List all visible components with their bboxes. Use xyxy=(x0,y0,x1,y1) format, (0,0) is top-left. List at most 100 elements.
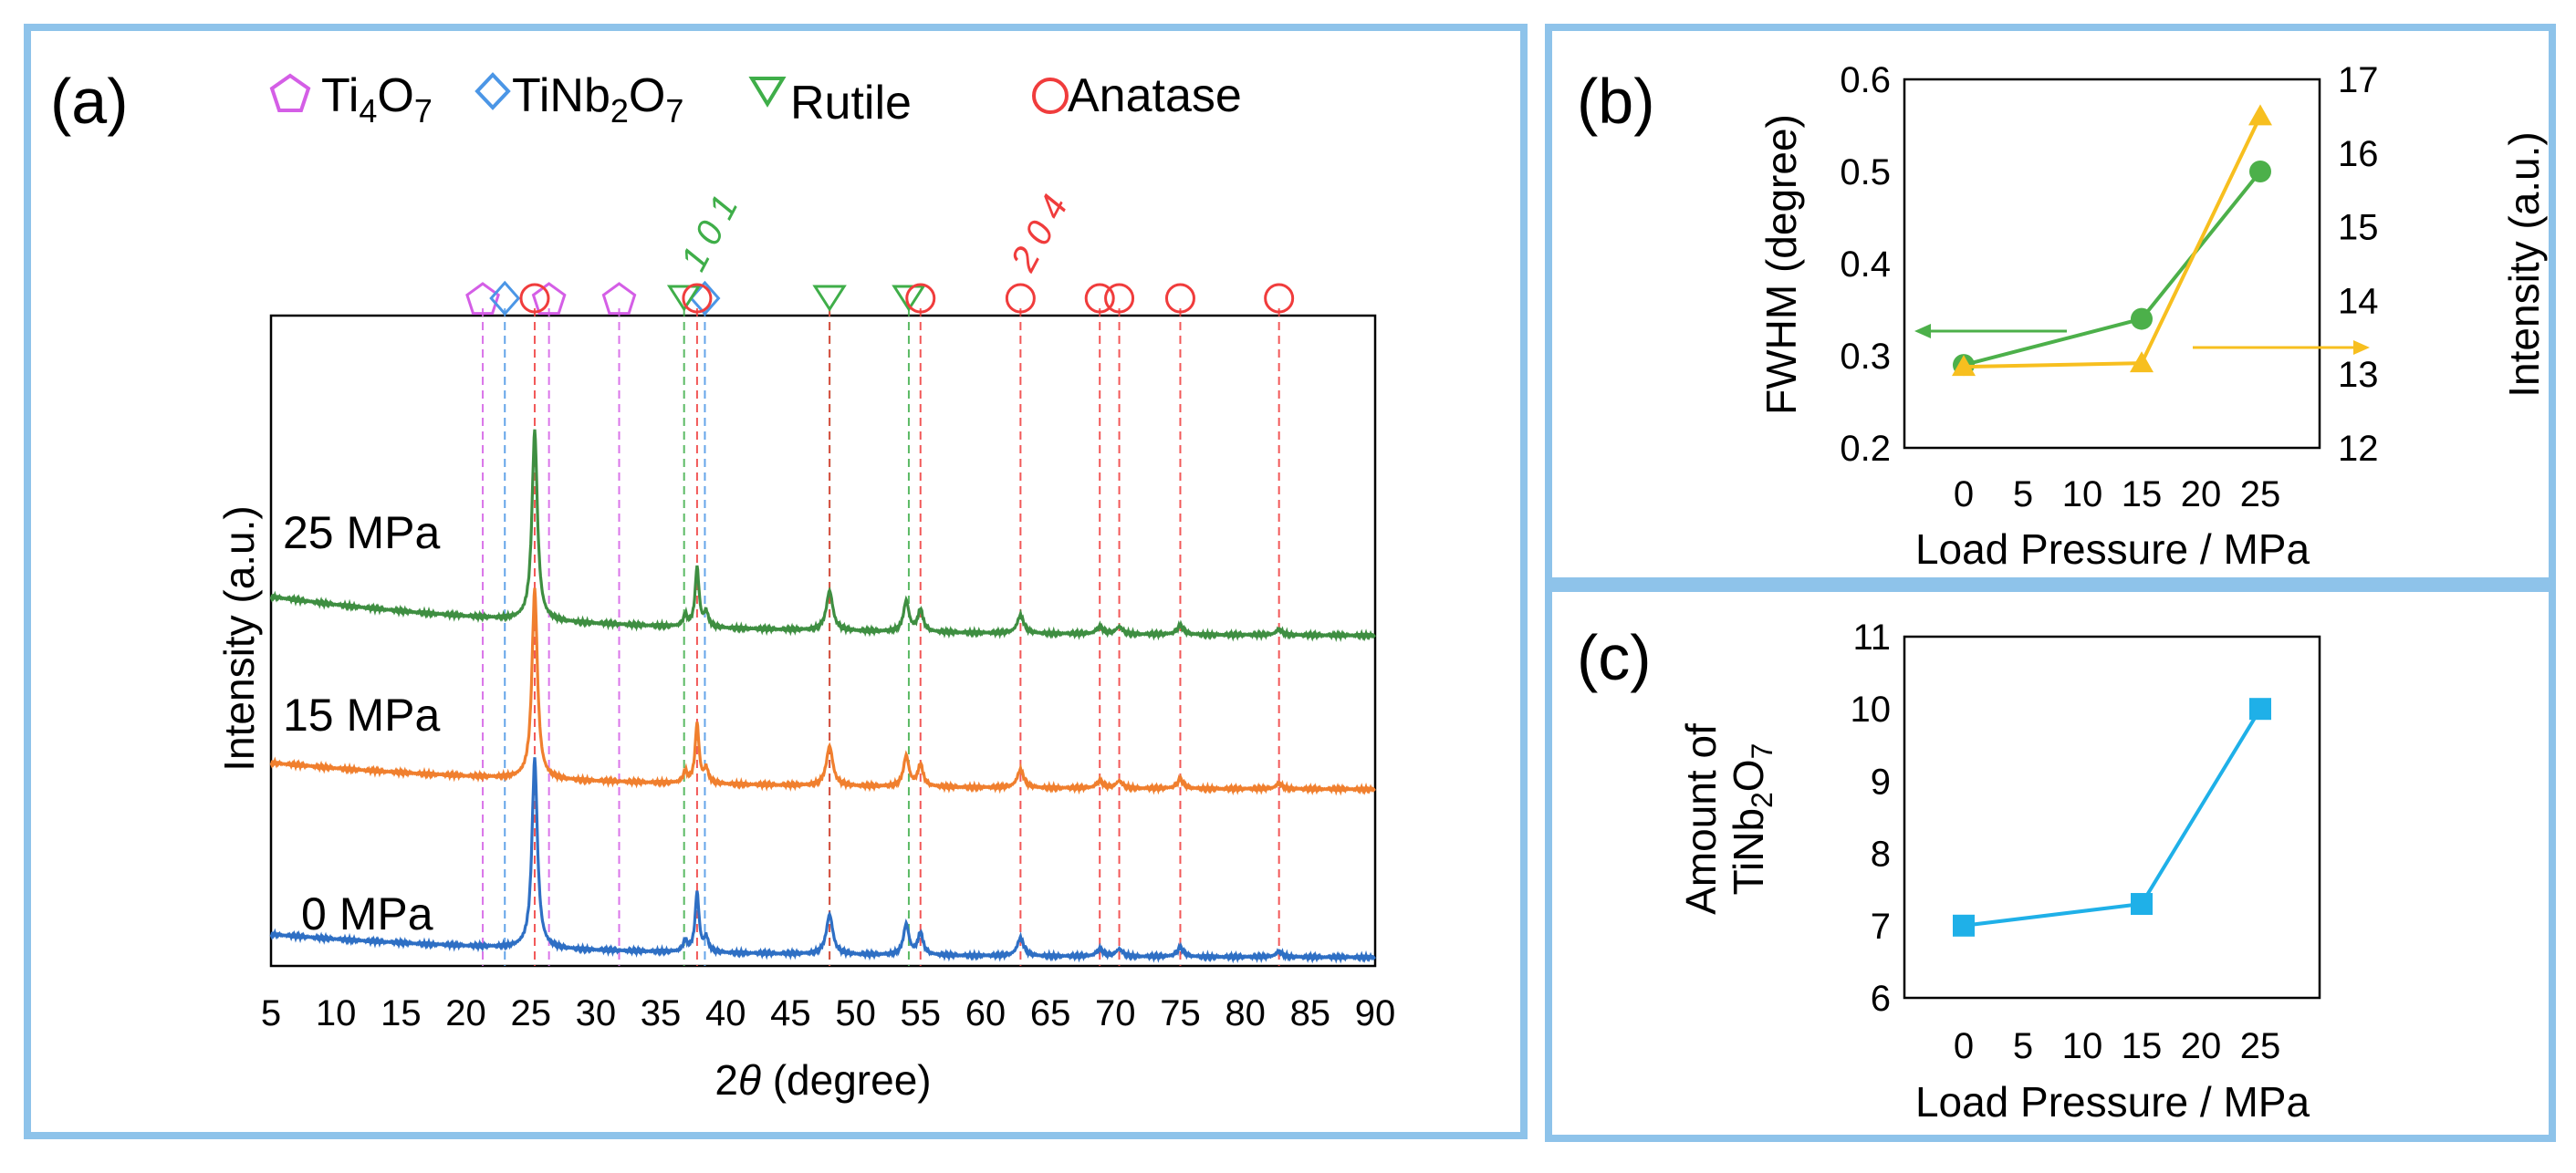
legend-label-rutile: Rutile xyxy=(790,77,912,130)
panel-b-x-ticks: 0 5 10 15 20 25 xyxy=(1954,474,2280,514)
point-intensity xyxy=(2248,104,2272,126)
series-label-0-mpa: 0 MPa xyxy=(301,888,433,939)
xrd-series-25-mpa xyxy=(269,429,1376,642)
marker-anatase-circle-icon xyxy=(1264,283,1295,314)
legend-entry-ti4o7: Ti4O7 xyxy=(269,69,433,130)
y-tick-label-left: 0.6 xyxy=(1840,60,1891,100)
panel-c: (c) 6 7 8 9 10 11 0 5 10 15 20 25 Load Pressure / … xyxy=(1577,618,2321,1126)
panel-b-y-ticks-left: 0.2 0.3 0.4 0.5 0.6 xyxy=(1840,60,1891,469)
marker-rutile-triangle-icon xyxy=(666,285,702,312)
point-fwhm xyxy=(2249,161,2271,182)
legend-entry-rutile: Rutile xyxy=(748,77,912,130)
x-tick-label: 20 xyxy=(445,993,486,1033)
x-tick-label: 20 xyxy=(2181,1026,2222,1066)
y-tick-label: 10 xyxy=(1851,690,1892,730)
x-tick-label: 15 xyxy=(381,993,422,1033)
panel-b-frame xyxy=(1545,24,2556,585)
pentagon-icon xyxy=(269,73,311,112)
x-tick-label: 30 xyxy=(576,993,617,1033)
y-tick-label-right: 13 xyxy=(2338,355,2379,395)
x-tick-label: 40 xyxy=(705,993,746,1033)
diamond-icon xyxy=(475,72,511,110)
x-tick-label: 55 xyxy=(901,993,942,1033)
y-tick-label: 9 xyxy=(1871,762,1891,802)
x-tick-label: 90 xyxy=(1355,993,1396,1033)
panel-a-frame xyxy=(24,24,1528,1139)
x-tick-label: 65 xyxy=(1030,993,1071,1033)
marker-rutile-triangle-icon xyxy=(812,285,847,312)
point-tinb2o7 xyxy=(2249,698,2271,721)
x-tick-label: 45 xyxy=(770,993,811,1033)
panel-b-xlabel: Load Pressure / MPa xyxy=(1915,525,2310,573)
x-tick-label: 15 xyxy=(2122,1026,2163,1066)
marker-anatase-circle-icon xyxy=(1104,283,1135,314)
panel-b-plot-area xyxy=(1903,78,2321,450)
marker-anatase-circle-icon xyxy=(905,283,936,314)
y-tick-label-left: 0.3 xyxy=(1840,337,1891,377)
panel-a-reference-markers xyxy=(465,280,1295,317)
legend-label-tinb2o7: TiNb2O7 xyxy=(512,69,683,130)
y-tick-label-right: 14 xyxy=(2338,281,2379,321)
circle-icon xyxy=(1032,78,1069,114)
point-intensity xyxy=(1952,355,1976,377)
panel-b-ylabel-left: FWHM (degree) xyxy=(1757,114,1805,415)
panel-c-series xyxy=(1953,698,2271,937)
x-tick-label: 75 xyxy=(1160,993,1201,1033)
point-fwhm xyxy=(2131,307,2153,330)
marker-anatase-circle-icon xyxy=(519,283,550,314)
marker-anatase-circle-icon xyxy=(1005,283,1036,314)
panel-a-series xyxy=(269,429,1376,964)
panel-b-ylabel-right: Intensity (a.u.) xyxy=(2500,131,2548,397)
panel-a-reference-lines xyxy=(482,308,1280,966)
y-tick-label-right: 12 xyxy=(2338,429,2379,469)
x-tick-label: 50 xyxy=(835,993,876,1033)
panel-c-frame xyxy=(1545,585,2556,1142)
y-tick-label-right: 15 xyxy=(2338,208,2379,248)
panel-b-y-ticks-right: 12 13 14 15 16 17 xyxy=(2338,60,2379,469)
y-tick-label-left: 0.5 xyxy=(1840,152,1891,192)
x-tick-label: 25 xyxy=(2240,474,2281,514)
x-tick-label: 70 xyxy=(1095,993,1136,1033)
point-intensity xyxy=(2130,351,2154,373)
annotation-204: 204 xyxy=(1003,181,1080,278)
panel-b-axis-arrows xyxy=(1914,324,2370,355)
marker-anatase-circle-icon xyxy=(1164,283,1195,314)
marker-rutile-triangle-icon xyxy=(892,285,926,312)
series-line-intensity xyxy=(1963,115,2262,369)
panel-a-ylabel: Intensity (a.u.) xyxy=(215,505,263,771)
x-tick-label: 0 xyxy=(1954,474,1974,514)
point-tinb2o7 xyxy=(2131,893,2153,916)
panel-a: (a) Ti4O7 TiNb2O7 Rutile Anatase 10 xyxy=(50,66,1395,1104)
y-tick-label-left: 0.2 xyxy=(1840,429,1891,469)
panel-c-x-ticks: 0 5 10 15 20 25 xyxy=(1954,1026,2280,1066)
x-tick-label: 5 xyxy=(261,993,281,1033)
series-label-15-mpa: 15 MPa xyxy=(283,690,441,741)
x-tick-label: 60 xyxy=(965,993,1006,1033)
legend-entry-tinb2o7: TiNb2O7 xyxy=(475,69,683,130)
x-tick-label: 10 xyxy=(2062,1026,2103,1066)
x-tick-label: 35 xyxy=(641,993,682,1033)
panel-c-ylabel-line1: Amount of xyxy=(1677,723,1725,915)
xrd-series-0-mpa xyxy=(269,757,1376,964)
x-tick-label: 0 xyxy=(1954,1026,1974,1066)
y-tick-label: 8 xyxy=(1871,835,1891,875)
marker-ti4o7-pentagon-icon xyxy=(531,282,567,316)
x-tick-label: 10 xyxy=(316,993,357,1033)
panel-b: (b) 0.2 0.3 0.4 0.5 0.6 12 13 14 15 16 17 0 5 10 15 2… xyxy=(1577,60,2548,573)
arrow-right-icon xyxy=(2353,340,2370,355)
panel-c-y-ticks: 6 7 8 9 10 11 xyxy=(1851,618,1892,1019)
panel-b-label: (b) xyxy=(1577,66,1655,137)
marker-anatase-circle-icon xyxy=(1084,283,1115,314)
xrd-series-15-mpa xyxy=(269,587,1376,796)
x-tick-label: 80 xyxy=(1225,993,1266,1033)
legend-label-ti4o7: Ti4O7 xyxy=(321,69,433,130)
panel-a-x-ticks: 5 10 15 20 25 30 35 40 45 50 55 60 65 70 75 80 85 90 xyxy=(261,993,1395,1033)
series-line-fwhm xyxy=(1963,170,2262,368)
panel-a-annotations: 101 204 xyxy=(673,181,1080,278)
y-tick-label-left: 0.4 xyxy=(1840,244,1891,285)
y-tick-label-right: 16 xyxy=(2338,134,2379,174)
panel-c-label: (c) xyxy=(1577,622,1652,693)
x-tick-label: 20 xyxy=(2181,474,2222,514)
panel-a-label: (a) xyxy=(50,66,129,137)
